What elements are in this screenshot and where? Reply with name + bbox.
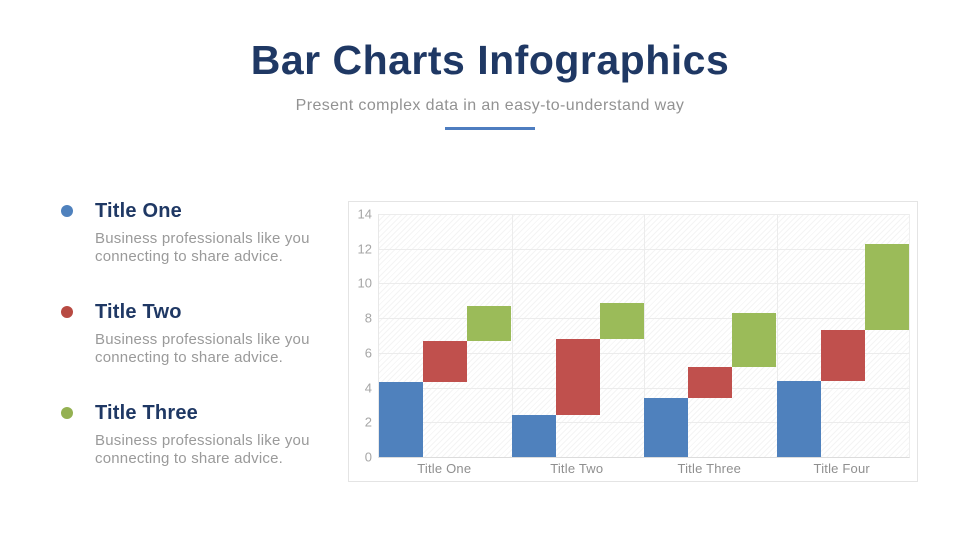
legend-item-description: Business professionals like you connectin…	[95, 331, 321, 367]
gridline-vertical	[644, 214, 645, 457]
page-subtitle: Present complex data in an easy-to-under…	[295, 97, 685, 114]
y-tick-label: 4	[364, 380, 372, 396]
bar-segment	[555, 338, 600, 416]
bar-segment	[511, 415, 556, 457]
bar-segment	[644, 398, 689, 457]
bar-segment	[379, 382, 424, 457]
bar-segment	[776, 380, 821, 457]
bar-segment	[732, 312, 777, 367]
legend-item-title: Title One	[95, 200, 183, 222]
bullet-icon	[61, 407, 73, 419]
legend-item: Title One Business professionals like yo…	[61, 200, 321, 266]
y-tick-label: 10	[357, 275, 372, 291]
bar-segment	[688, 366, 733, 398]
desc-line: Business professionals like you	[95, 432, 310, 449]
bar-segment	[820, 330, 865, 381]
y-tick-label: 2	[364, 414, 372, 430]
bar-chart: 0 2 4 6 8 10 12 14 Title One Title Two Title Thre…	[348, 201, 918, 482]
desc-line: connecting to share advice.	[95, 248, 284, 265]
bar-segment	[599, 302, 644, 339]
y-tick-label: 6	[364, 345, 372, 361]
desc-line: Business professionals like you	[95, 331, 310, 348]
page-title: Bar Charts Infographics	[250, 37, 730, 83]
y-tick-label: 8	[364, 310, 372, 326]
bar-segment	[864, 243, 909, 331]
legend-item-title: Title Two	[95, 301, 182, 323]
bar-segment	[423, 340, 468, 383]
title-divider	[445, 127, 535, 130]
y-axis-labels: 0 2 4 6 8 10 12 14	[349, 208, 372, 464]
y-tick-label: 12	[357, 241, 372, 257]
y-tick-label: 0	[364, 449, 372, 465]
x-tick-label: Title One	[417, 461, 472, 476]
legend-item-description: Business professionals like you connectin…	[95, 432, 321, 468]
bullet-icon	[61, 205, 73, 217]
desc-line: connecting to share advice.	[95, 450, 284, 467]
desc-line: Business professionals like you	[95, 230, 310, 247]
legend-item-title: Title Three	[95, 402, 198, 424]
legend-item-description: Business professionals like you connectin…	[95, 230, 321, 266]
plot-area	[378, 214, 910, 458]
y-tick-label: 14	[357, 206, 372, 222]
legend-item: Title Two Business professionals like yo…	[61, 301, 321, 367]
x-axis-labels: Title One Title Two Title Three Title Four	[378, 461, 908, 479]
desc-line: connecting to share advice.	[95, 349, 284, 366]
gridline-vertical	[776, 214, 778, 457]
legend-item: Title Three Business professionals like …	[61, 402, 321, 468]
legend-list: Title One Business professionals like yo…	[61, 200, 321, 503]
x-tick-label: Title Four	[813, 461, 870, 476]
bar-segment	[467, 306, 512, 341]
x-tick-label: Title Two	[550, 461, 604, 476]
x-tick-label: Title Three	[677, 461, 742, 476]
bullet-icon	[61, 306, 73, 318]
gridline-vertical	[511, 214, 513, 457]
